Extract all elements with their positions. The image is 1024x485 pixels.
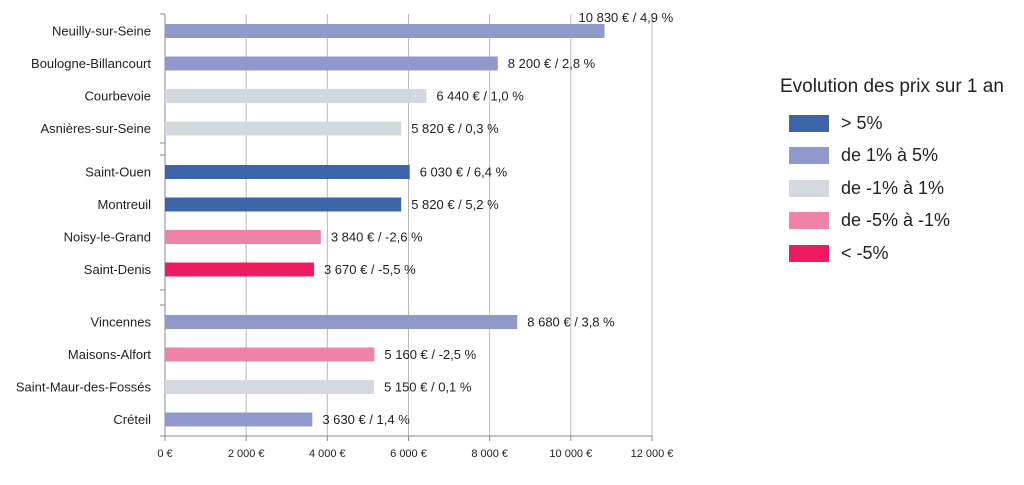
bar: [165, 262, 314, 277]
legend-label: < -5%: [841, 242, 889, 263]
legend-label: de -1% à 1%: [841, 177, 945, 198]
category-label: Courbevoie: [85, 89, 152, 104]
x-tick-label: 12 000 €: [631, 448, 674, 460]
legend-swatch: [789, 179, 829, 197]
category-label: Asnières-sur-Seine: [40, 121, 151, 136]
legend-item: de 1% à 5%: [780, 140, 1004, 173]
legend-swatch: [789, 147, 829, 165]
data-label: 5 820 € / 5,2 %: [411, 197, 499, 212]
legend-item: < -5%: [780, 237, 1004, 270]
legend-swatch: [789, 244, 829, 262]
bar: [165, 380, 375, 394]
bar: [165, 315, 518, 329]
data-label: 5 150 € / 0,1 %: [384, 380, 472, 395]
bar: [165, 89, 427, 103]
bar: [165, 165, 410, 179]
data-label: 3 840 € / -2,6 %: [331, 230, 423, 245]
data-label: 3 670 € / -5,5 %: [324, 262, 416, 277]
category-label: Saint-Ouen: [85, 165, 151, 180]
legend-swatch: [789, 212, 829, 230]
category-label: Maisons-Alfort: [68, 347, 151, 362]
x-tick-label: 2 000 €: [228, 448, 265, 460]
data-label: 5 820 € / 0,3 %: [411, 121, 499, 136]
bar: [165, 56, 498, 71]
bar: [165, 121, 402, 136]
data-label: 5 160 € / -2,5 %: [384, 347, 476, 362]
category-label: Noisy-le-Grand: [64, 230, 151, 245]
category-label: Boulogne-Billancourt: [31, 56, 151, 71]
x-tick-label: 6 000 €: [390, 448, 427, 460]
category-label: Neuilly-sur-Seine: [52, 24, 151, 39]
legend-item: de -1% à 1%: [780, 172, 1004, 205]
bar: [165, 230, 321, 244]
x-tick-label: 0 €: [157, 448, 172, 460]
data-label: 3 630 € / 1,4 %: [322, 412, 410, 427]
data-label: 8 680 € / 3,8 %: [527, 315, 615, 330]
category-label: Montreuil: [98, 197, 152, 212]
bar: [165, 197, 402, 212]
data-label: 8 200 € / 2,8 %: [508, 56, 596, 71]
x-tick-label: 8 000 €: [471, 448, 508, 460]
legend-items: > 5% de 1% à 5% de -1% à 1% de -5% à -1% < -…: [780, 107, 1004, 270]
data-label: 6 440 € / 1,0 %: [436, 89, 524, 104]
category-label: Saint-Denis: [84, 262, 152, 277]
legend-item: de -5% à -1%: [780, 205, 1004, 238]
bar: [165, 412, 313, 427]
legend-label: de -5% à -1%: [841, 210, 951, 231]
x-tick-label: 10 000 €: [549, 448, 592, 460]
bar: [165, 347, 375, 362]
bar: [165, 24, 605, 38]
legend-title: Evolution des prix sur 1 an: [780, 76, 1004, 97]
legend-label: de 1% à 5%: [841, 145, 939, 166]
legend: Evolution des prix sur 1 an > 5% de 1% à …: [780, 76, 1004, 270]
data-label: 10 830 € / 4,9 %: [579, 10, 674, 25]
legend-item: > 5%: [780, 107, 1004, 140]
category-label: Vincennes: [91, 315, 152, 330]
data-label: 6 030 € / 6,4 %: [420, 165, 508, 180]
legend-label: > 5%: [841, 112, 883, 133]
category-label: Créteil: [113, 412, 151, 427]
legend-swatch: [789, 114, 829, 132]
x-tick-label: 4 000 €: [309, 448, 346, 460]
category-label: Saint-Maur-des-Fossés: [16, 380, 152, 395]
